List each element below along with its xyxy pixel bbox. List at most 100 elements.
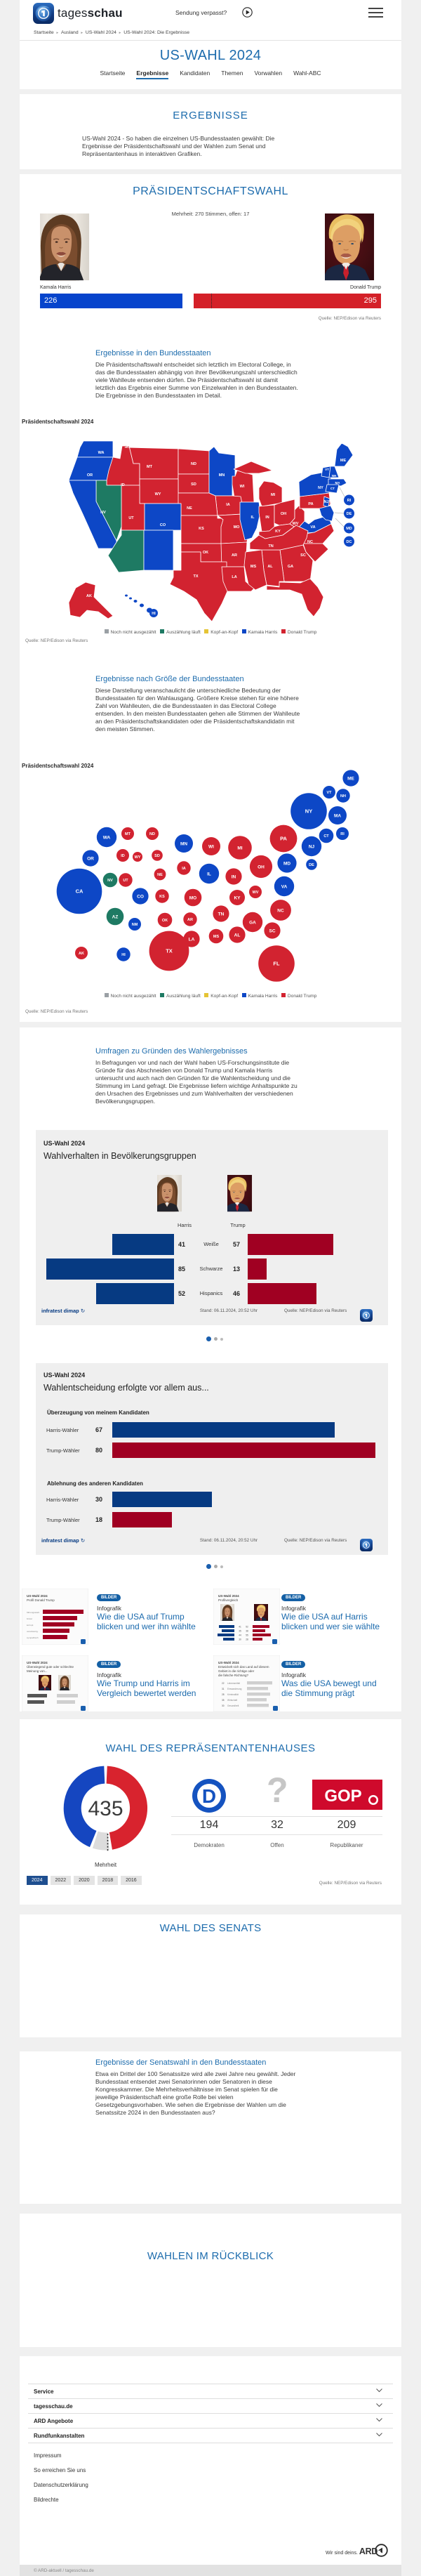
svg-text:OK: OK (203, 551, 208, 555)
svg-text:AR: AR (187, 918, 193, 922)
svg-text:NC: NC (307, 540, 313, 544)
svg-text:DE: DE (309, 863, 314, 867)
svg-text:MD: MD (283, 861, 290, 866)
svg-text:ND: ND (191, 462, 196, 466)
svg-text:AK: AK (79, 952, 84, 956)
svg-text:KY: KY (275, 530, 281, 534)
svg-text:MA: MA (335, 481, 341, 485)
svg-text:KS: KS (199, 527, 204, 531)
svg-text:38: 38 (246, 1630, 248, 1633)
svg-text:NY: NY (318, 486, 323, 490)
svg-text:brutal: brutal (27, 1617, 32, 1620)
svg-text:WA: WA (98, 451, 105, 455)
svg-text:Profil Donald Trump: Profil Donald Trump (27, 1598, 55, 1602)
svg-text:TN: TN (268, 544, 273, 548)
svg-text:RI: RI (340, 832, 345, 836)
svg-text:OH: OH (281, 512, 286, 516)
svg-text:US-Wahl 2024: US-Wahl 2024 (27, 1661, 48, 1664)
svg-text:AK: AK (86, 594, 92, 598)
svg-text:Meinung von...: Meinung von... (27, 1669, 48, 1673)
svg-text:Kriminalität: Kriminalität (227, 1693, 239, 1696)
svg-text:AL: AL (234, 933, 241, 938)
svg-text:AR: AR (232, 553, 237, 558)
svg-text:MO: MO (189, 895, 196, 900)
svg-text:MN: MN (219, 473, 225, 478)
svg-text:MD: MD (346, 527, 352, 531)
svg-text:MI: MI (271, 493, 276, 497)
svg-text:IL: IL (251, 515, 255, 520)
svg-text:IL: IL (207, 872, 211, 876)
svg-text:FL: FL (273, 961, 280, 967)
svg-text:NJ: NJ (309, 844, 315, 849)
svg-text:D: D (202, 1785, 216, 1807)
svg-text:OH: OH (258, 865, 265, 869)
svg-text:NH: NH (332, 474, 337, 478)
svg-text:führungsstark: führungsstark (27, 1611, 40, 1614)
svg-text:WI: WI (208, 844, 214, 849)
svg-text:PA: PA (308, 502, 313, 506)
svg-text:OK: OK (162, 919, 168, 923)
svg-text:NY: NY (305, 808, 312, 815)
svg-text:MN: MN (180, 841, 187, 846)
svg-text:AZ: AZ (112, 914, 119, 919)
svg-text:IN: IN (265, 515, 269, 520)
svg-text:ID: ID (121, 854, 125, 858)
svg-text:52: 52 (246, 1626, 248, 1629)
svg-text:LA: LA (232, 575, 236, 579)
svg-text:SC: SC (300, 553, 306, 558)
svg-text:MS: MS (213, 935, 220, 939)
svg-text:TX: TX (193, 574, 198, 579)
svg-text:UT: UT (128, 516, 134, 520)
svg-text:28: 28 (222, 1693, 225, 1696)
svg-text:NJ: NJ (323, 500, 328, 504)
svg-text:22: 22 (222, 1682, 225, 1685)
svg-text:35: 35 (239, 1630, 241, 1633)
svg-text:Profilvergleich: Profilvergleich (218, 1598, 239, 1602)
svg-text:31: 31 (222, 1688, 225, 1690)
svg-text:MT: MT (125, 832, 131, 836)
svg-text:VT: VT (325, 468, 329, 471)
svg-text:CT: CT (330, 487, 335, 490)
svg-text:IA: IA (182, 867, 186, 871)
svg-text:30: 30 (222, 1704, 225, 1707)
svg-text:CT: CT (323, 834, 329, 839)
svg-text:ME: ME (347, 776, 354, 781)
svg-text:OR: OR (87, 473, 93, 478)
svg-text:US-Wahl 2024: US-Wahl 2024 (218, 1661, 239, 1664)
svg-text:WV: WV (293, 522, 299, 526)
svg-text:IA: IA (226, 503, 230, 507)
svg-text:KY: KY (234, 895, 241, 900)
svg-text:30: 30 (239, 1638, 241, 1641)
svg-text:WY: WY (135, 855, 141, 860)
svg-text:MS: MS (250, 565, 257, 569)
svg-text:Einwanderung: Einwanderung (227, 1688, 242, 1690)
svg-text:ND: ND (149, 832, 155, 836)
svg-text:GOP: GOP (324, 1787, 361, 1806)
svg-text:Gesundheit: Gesundheit (227, 1704, 239, 1707)
svg-text:WI: WI (240, 485, 245, 489)
svg-text:55: 55 (246, 1634, 248, 1637)
svg-text:Wirtschaft: Wirtschaft (227, 1699, 237, 1702)
svg-text:ID: ID (121, 483, 125, 487)
svg-text:IN: IN (232, 874, 236, 879)
svg-text:NC: NC (277, 908, 284, 913)
svg-text:CA: CA (76, 888, 83, 895)
svg-text:WA: WA (103, 835, 111, 840)
svg-text:OR: OR (87, 856, 94, 861)
svg-text:435: 435 (88, 1797, 123, 1820)
svg-text:44: 44 (239, 1634, 241, 1637)
svg-text:Überwiegend gute oder schlecht: Überwiegend gute oder schlechte (27, 1664, 74, 1669)
svg-text:korrupt: korrupt (27, 1624, 34, 1627)
svg-text:MI: MI (237, 846, 242, 850)
svg-text:SC: SC (269, 928, 275, 933)
svg-text:WV: WV (253, 891, 259, 895)
svg-text:MO: MO (234, 525, 241, 530)
svg-text:NE: NE (157, 873, 163, 877)
svg-text:MT: MT (147, 465, 153, 469)
svg-text:GA: GA (288, 565, 293, 569)
svg-text:NE: NE (187, 506, 192, 511)
svg-text:DC: DC (347, 540, 352, 544)
svg-text:VA: VA (281, 884, 288, 889)
svg-text:CO: CO (160, 523, 166, 527)
svg-text:TX: TX (166, 948, 173, 954)
